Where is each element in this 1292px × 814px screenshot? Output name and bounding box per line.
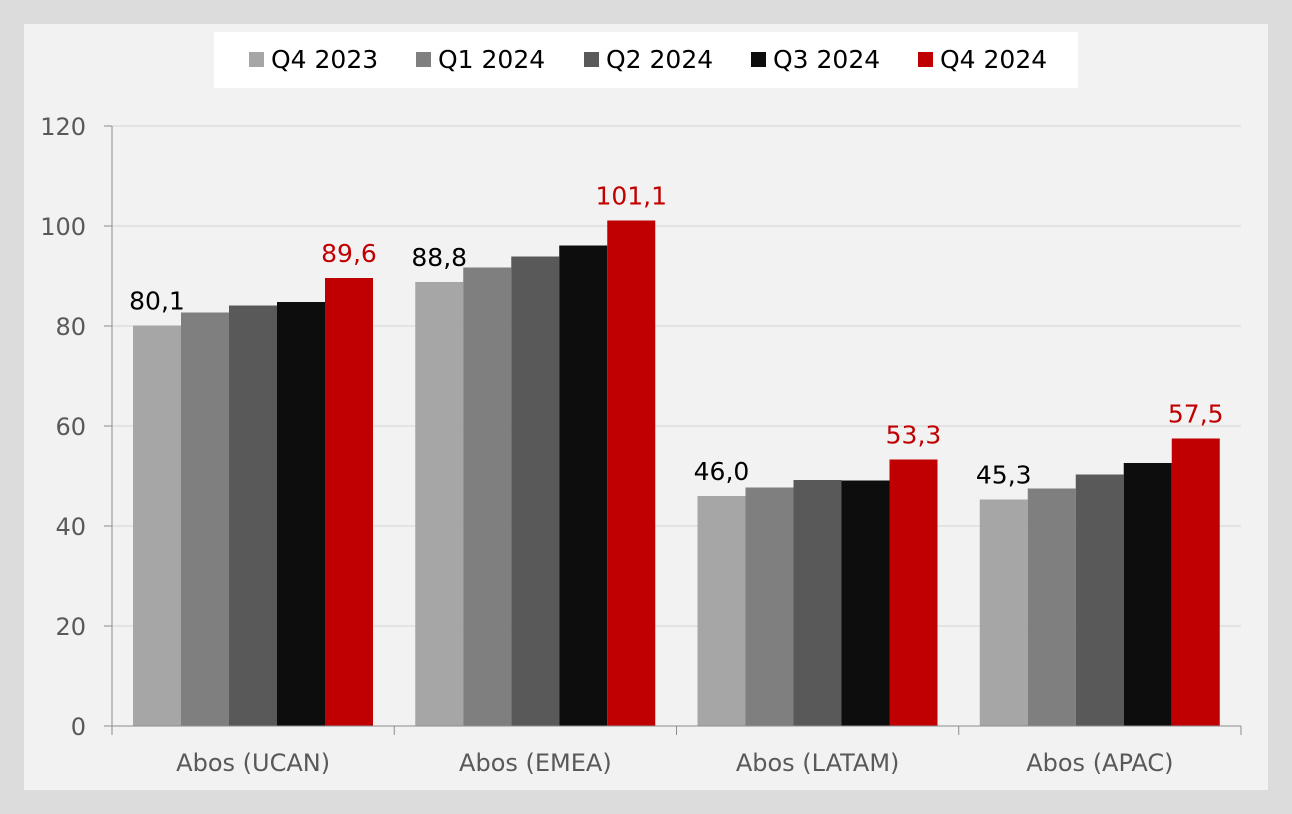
bar-q2-2024-abos-emea: [511, 256, 560, 726]
legend-swatch-q2-2024: [584, 52, 599, 67]
data-label-q4-2023-abos-latam: 46,0: [694, 457, 750, 486]
data-label-q4-2024-abos-ucan: 89,6: [321, 239, 377, 268]
data-label-q4-2023-abos-apac: 45,3: [976, 461, 1032, 490]
x-axis: Abos (UCAN) Abos (EMEA) Abos (LATAM) Abos (…: [111, 725, 1242, 777]
y-tick-label-100: 100: [40, 213, 86, 241]
legend-swatch-q1-2024: [416, 52, 431, 67]
y-tick-label-60: 60: [55, 413, 86, 441]
chart-card: Q4 2023 Q1 2024 Q2 2024 Q3 2024 Q4 2024 0 20 4…: [24, 24, 1268, 790]
bar-q3-2024-abos-latam: [841, 480, 890, 726]
x-tick-label-abos-emea: Abos (EMEA): [459, 749, 612, 777]
legend-label-q4-2024: Q4 2024: [940, 45, 1047, 74]
data-label-q4-2024-abos-emea: 101,1: [595, 182, 667, 211]
bar-q1-2024-abos-latam: [745, 487, 794, 726]
y-tick-label-20: 20: [55, 613, 86, 641]
y-axis-ticks: 0 20 40 60 80 100 120: [40, 113, 113, 741]
legend-box: [214, 32, 1078, 88]
bar-q4-2023-abos-ucan: [133, 325, 181, 726]
bar-q2-2024-abos-ucan: [229, 305, 277, 726]
x-tick-label-abos-ucan: Abos (UCAN): [176, 749, 330, 777]
bar-q3-2024-abos-ucan: [277, 302, 325, 726]
bar-q4-2024-abos-ucan: [325, 278, 373, 726]
legend-swatch-q4-2024: [918, 52, 933, 67]
bar-q1-2024-abos-ucan: [181, 312, 229, 726]
data-label-q4-2024-abos-apac: 57,5: [1168, 400, 1224, 429]
data-label-q4-2023-abos-ucan: 80,1: [129, 287, 185, 316]
bars: [133, 220, 1220, 726]
legend-swatch-q4-2023: [249, 52, 264, 67]
bar-q2-2024-abos-latam: [793, 480, 842, 726]
bar-q4-2023-abos-apac: [979, 499, 1028, 726]
bar-q2-2024-abos-apac: [1075, 474, 1124, 726]
legend-label-q3-2024: Q3 2024: [773, 45, 880, 74]
y-tick-label-80: 80: [55, 313, 86, 341]
bar-q3-2024-abos-apac: [1123, 463, 1172, 726]
x-tick-label-abos-apac: Abos (APAC): [1026, 749, 1173, 777]
bar-q4-2024-abos-emea: [607, 220, 656, 726]
legend: Q4 2023 Q1 2024 Q2 2024 Q3 2024 Q4 2024: [249, 45, 1047, 74]
legend-label-q4-2023: Q4 2023: [271, 45, 378, 74]
bar-q4-2024-abos-apac: [1171, 438, 1220, 726]
bar-q4-2024-abos-latam: [889, 459, 938, 726]
legend-swatch-q3-2024: [751, 52, 766, 67]
y-tick-label-40: 40: [55, 513, 86, 541]
bar-q4-2023-abos-emea: [415, 282, 464, 726]
bar-chart: Q4 2023 Q1 2024 Q2 2024 Q3 2024 Q4 2024 0 20 4…: [40, 32, 1242, 777]
bar-q4-2023-abos-latam: [697, 496, 746, 726]
data-labels: 80,1 88,8 46,0 45,3 89,6 101,1 53,3 57,5: [129, 182, 1223, 490]
legend-label-q1-2024: Q1 2024: [438, 45, 545, 74]
y-tick-label-0: 0: [71, 713, 86, 741]
bar-q3-2024-abos-emea: [559, 245, 608, 726]
data-label-q4-2023-abos-emea: 88,8: [411, 243, 467, 272]
y-tick-label-120: 120: [40, 113, 86, 141]
bar-q1-2024-abos-emea: [463, 267, 512, 726]
bar-q1-2024-abos-apac: [1027, 488, 1076, 726]
legend-label-q2-2024: Q2 2024: [606, 45, 713, 74]
x-tick-label-abos-latam: Abos (LATAM): [736, 749, 900, 777]
data-label-q4-2024-abos-latam: 53,3: [886, 421, 942, 450]
